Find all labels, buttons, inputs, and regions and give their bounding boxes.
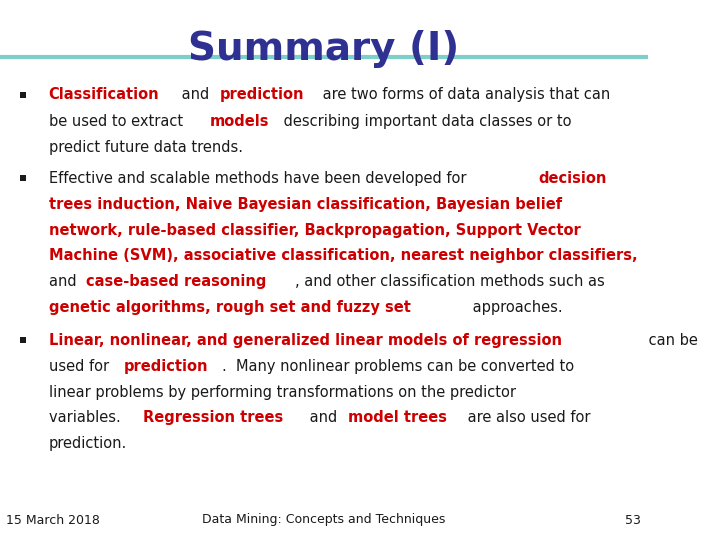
Text: model trees: model trees [348, 410, 447, 426]
Text: Regression trees: Regression trees [143, 410, 283, 426]
Text: variables.: variables. [48, 410, 130, 426]
Text: are two forms of data analysis that can: are two forms of data analysis that can [318, 87, 610, 102]
Text: and: and [48, 274, 81, 289]
Text: are also used for: are also used for [463, 410, 590, 426]
Text: Machine (SVM), associative classification, nearest neighbor classifiers,: Machine (SVM), associative classificatio… [48, 248, 637, 264]
Text: models: models [210, 114, 269, 129]
Text: prediction: prediction [220, 87, 305, 102]
Text: used for: used for [48, 359, 113, 374]
Text: and: and [177, 87, 214, 102]
Text: predict future data trends.: predict future data trends. [48, 140, 243, 155]
Text: Summary (I): Summary (I) [188, 30, 459, 68]
Text: describing important data classes or to: describing important data classes or to [279, 114, 571, 129]
Text: decision: decision [539, 171, 607, 186]
Text: Data Mining: Concepts and Techniques: Data Mining: Concepts and Techniques [202, 514, 446, 526]
Text: Linear, nonlinear, and generalized linear models of regression: Linear, nonlinear, and generalized linea… [48, 333, 562, 348]
Text: network, rule-based classifier, Backpropagation, Support Vector: network, rule-based classifier, Backprop… [48, 222, 580, 238]
Text: approaches.: approaches. [469, 300, 563, 315]
Text: prediction: prediction [124, 359, 208, 374]
Text: linear problems by performing transformations on the predictor: linear problems by performing transforma… [48, 384, 516, 400]
Text: , and other classification methods such as: , and other classification methods such … [295, 274, 605, 289]
Text: 53: 53 [625, 514, 641, 526]
Text: .  Many nonlinear problems can be converted to: . Many nonlinear problems can be convert… [222, 359, 574, 374]
Text: trees induction, Naive Bayesian classification, Bayesian belief: trees induction, Naive Bayesian classifi… [48, 197, 562, 212]
Text: Classification: Classification [48, 87, 159, 102]
Text: Effective and scalable methods have been developed for: Effective and scalable methods have been… [48, 171, 471, 186]
Text: genetic algorithms, rough set and fuzzy set: genetic algorithms, rough set and fuzzy … [48, 300, 410, 315]
Text: 15 March 2018: 15 March 2018 [6, 514, 100, 526]
Text: prediction.: prediction. [48, 436, 127, 451]
Text: can be: can be [644, 333, 698, 348]
Text: and: and [305, 410, 342, 426]
Text: case-based reasoning: case-based reasoning [86, 274, 266, 289]
Text: be used to extract: be used to extract [48, 114, 187, 129]
